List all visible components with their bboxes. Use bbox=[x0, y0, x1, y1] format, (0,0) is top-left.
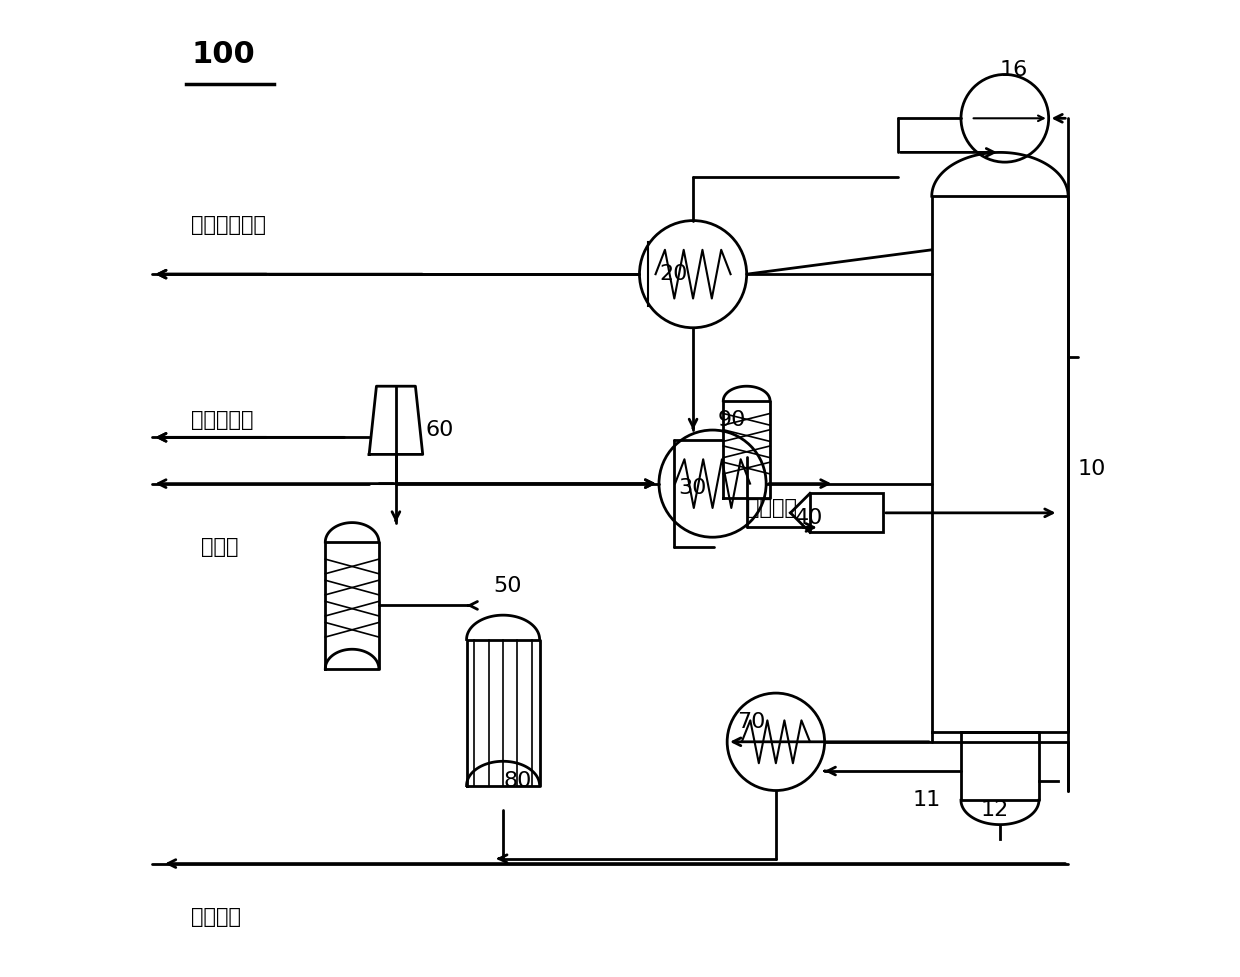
Text: 50: 50 bbox=[494, 575, 522, 596]
Text: 30: 30 bbox=[678, 479, 707, 498]
Text: 12: 12 bbox=[981, 800, 1008, 820]
Text: 40: 40 bbox=[795, 508, 823, 528]
Text: 净化合成气: 净化合成气 bbox=[191, 410, 254, 430]
Text: 80: 80 bbox=[503, 771, 532, 790]
Bar bbox=[810, 493, 883, 532]
Text: 10: 10 bbox=[1078, 459, 1106, 479]
Text: 甲烷气: 甲烷气 bbox=[201, 537, 238, 557]
Text: 70: 70 bbox=[737, 712, 765, 733]
Text: 11: 11 bbox=[913, 790, 940, 810]
Text: 高压过热蒸汽: 高压过热蒸汽 bbox=[191, 216, 267, 235]
Text: 过热蒸汽: 过热蒸汽 bbox=[746, 498, 796, 518]
Text: 60: 60 bbox=[425, 420, 454, 440]
Text: 锅炉给水: 锅炉给水 bbox=[191, 908, 242, 927]
Text: 16: 16 bbox=[999, 60, 1028, 79]
Text: 100: 100 bbox=[191, 40, 255, 69]
Text: 90: 90 bbox=[718, 410, 745, 430]
Text: 20: 20 bbox=[658, 264, 687, 284]
